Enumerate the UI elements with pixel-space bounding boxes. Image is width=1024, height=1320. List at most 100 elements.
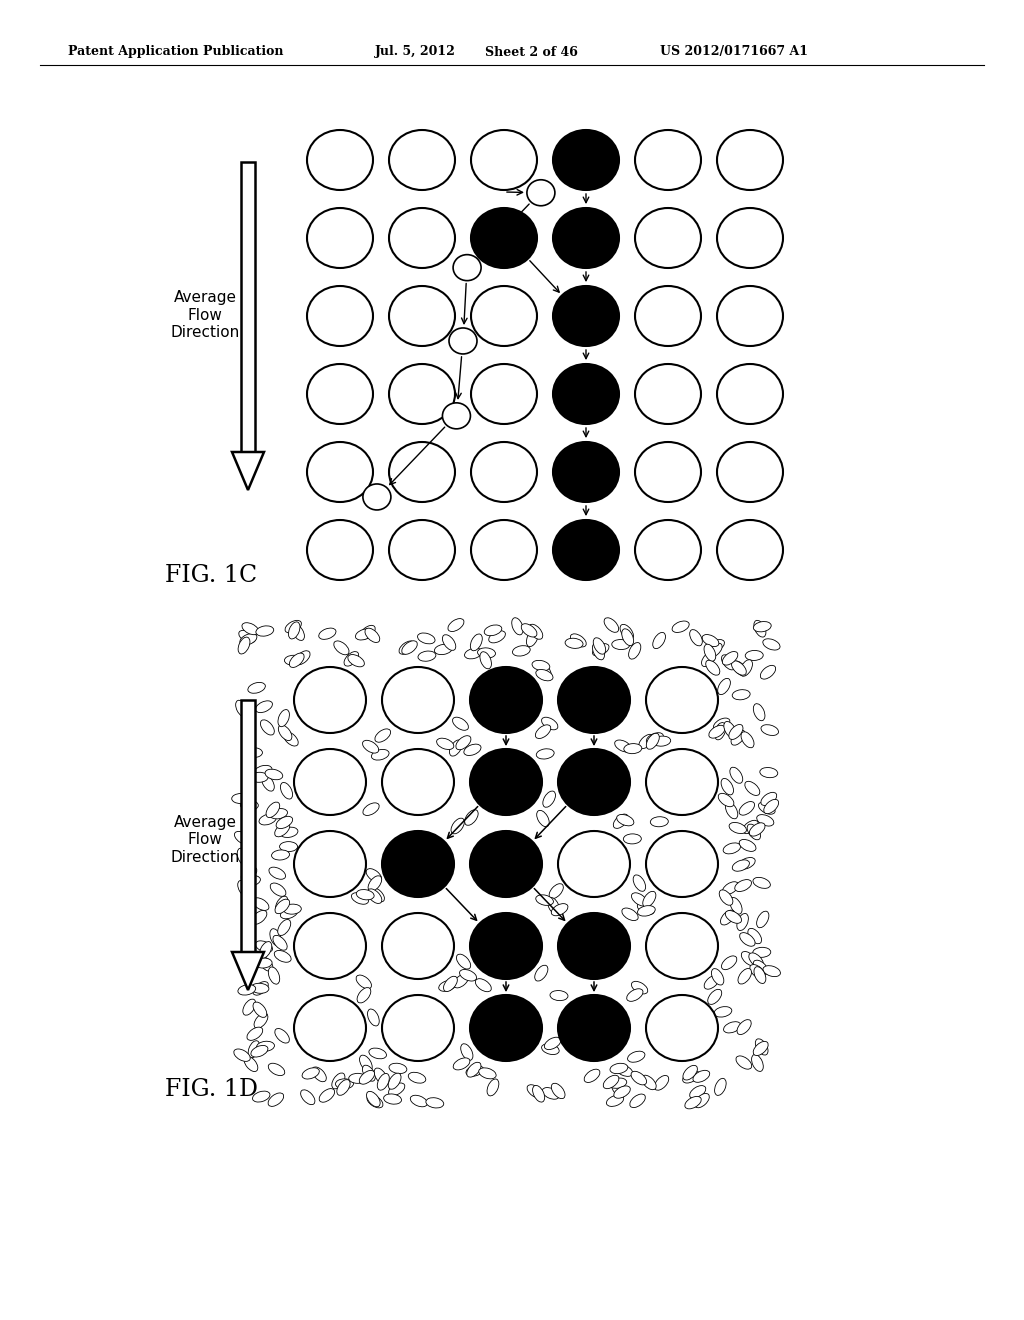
Ellipse shape bbox=[753, 948, 771, 957]
Ellipse shape bbox=[715, 1078, 726, 1096]
Ellipse shape bbox=[332, 1073, 345, 1089]
Ellipse shape bbox=[744, 781, 760, 796]
Ellipse shape bbox=[356, 975, 372, 989]
Ellipse shape bbox=[453, 255, 481, 281]
Ellipse shape bbox=[436, 738, 454, 750]
Ellipse shape bbox=[281, 828, 298, 837]
Ellipse shape bbox=[527, 180, 555, 206]
Ellipse shape bbox=[257, 1041, 274, 1052]
Ellipse shape bbox=[702, 635, 719, 647]
Ellipse shape bbox=[362, 803, 379, 816]
Ellipse shape bbox=[409, 1072, 426, 1084]
Ellipse shape bbox=[635, 129, 701, 190]
Ellipse shape bbox=[280, 842, 298, 851]
Ellipse shape bbox=[426, 1098, 443, 1107]
Ellipse shape bbox=[512, 618, 523, 635]
Ellipse shape bbox=[764, 800, 778, 813]
Ellipse shape bbox=[708, 640, 724, 652]
Ellipse shape bbox=[736, 1056, 752, 1069]
Ellipse shape bbox=[715, 722, 726, 739]
Ellipse shape bbox=[284, 731, 298, 746]
Ellipse shape bbox=[269, 867, 286, 879]
Ellipse shape bbox=[558, 832, 630, 898]
Ellipse shape bbox=[553, 286, 618, 346]
Ellipse shape bbox=[635, 286, 701, 346]
Ellipse shape bbox=[434, 644, 453, 655]
Ellipse shape bbox=[382, 995, 454, 1061]
Ellipse shape bbox=[471, 364, 537, 424]
Ellipse shape bbox=[253, 898, 269, 911]
Ellipse shape bbox=[466, 1065, 483, 1076]
Ellipse shape bbox=[729, 725, 743, 739]
Ellipse shape bbox=[471, 442, 537, 502]
Ellipse shape bbox=[319, 1089, 335, 1102]
Ellipse shape bbox=[259, 941, 271, 958]
Ellipse shape bbox=[294, 748, 366, 814]
Ellipse shape bbox=[344, 652, 358, 667]
Ellipse shape bbox=[312, 1067, 327, 1081]
Text: FIG. 1C: FIG. 1C bbox=[165, 564, 257, 586]
Ellipse shape bbox=[268, 968, 280, 985]
Ellipse shape bbox=[256, 701, 272, 713]
Ellipse shape bbox=[756, 1039, 768, 1055]
Ellipse shape bbox=[271, 850, 290, 861]
Ellipse shape bbox=[334, 642, 349, 655]
Ellipse shape bbox=[238, 849, 249, 866]
Ellipse shape bbox=[738, 969, 752, 983]
Ellipse shape bbox=[349, 1073, 367, 1084]
Ellipse shape bbox=[538, 663, 551, 678]
Ellipse shape bbox=[652, 632, 666, 648]
Ellipse shape bbox=[694, 1093, 710, 1107]
Ellipse shape bbox=[375, 729, 390, 742]
Ellipse shape bbox=[635, 209, 701, 268]
Ellipse shape bbox=[262, 775, 274, 791]
Ellipse shape bbox=[748, 824, 761, 840]
Ellipse shape bbox=[750, 822, 765, 836]
Ellipse shape bbox=[370, 887, 384, 902]
Ellipse shape bbox=[717, 286, 783, 346]
Text: US 2012/0171667 A1: US 2012/0171667 A1 bbox=[660, 45, 808, 58]
Ellipse shape bbox=[754, 704, 765, 721]
Ellipse shape bbox=[733, 661, 746, 676]
Ellipse shape bbox=[643, 891, 655, 907]
Ellipse shape bbox=[550, 990, 568, 1001]
Ellipse shape bbox=[740, 660, 753, 676]
Ellipse shape bbox=[382, 748, 454, 814]
Ellipse shape bbox=[754, 960, 768, 974]
Ellipse shape bbox=[365, 628, 380, 643]
Ellipse shape bbox=[278, 920, 291, 936]
Ellipse shape bbox=[652, 737, 671, 746]
Ellipse shape bbox=[266, 803, 280, 817]
Ellipse shape bbox=[712, 969, 724, 985]
Ellipse shape bbox=[302, 1068, 319, 1078]
Ellipse shape bbox=[318, 628, 336, 639]
Ellipse shape bbox=[526, 630, 539, 647]
Ellipse shape bbox=[705, 644, 716, 661]
Ellipse shape bbox=[268, 1064, 285, 1076]
Ellipse shape bbox=[367, 1092, 380, 1106]
Ellipse shape bbox=[367, 869, 382, 882]
Ellipse shape bbox=[384, 1094, 401, 1104]
Ellipse shape bbox=[742, 820, 758, 834]
Ellipse shape bbox=[253, 1002, 266, 1018]
Ellipse shape bbox=[730, 898, 742, 915]
Ellipse shape bbox=[239, 631, 255, 643]
Ellipse shape bbox=[454, 974, 469, 987]
Ellipse shape bbox=[732, 689, 751, 700]
Ellipse shape bbox=[708, 989, 722, 1005]
Ellipse shape bbox=[750, 965, 765, 978]
Ellipse shape bbox=[611, 640, 630, 649]
Ellipse shape bbox=[292, 624, 304, 640]
Ellipse shape bbox=[279, 725, 292, 741]
Ellipse shape bbox=[471, 129, 537, 190]
Ellipse shape bbox=[471, 286, 537, 346]
Ellipse shape bbox=[389, 129, 455, 190]
Ellipse shape bbox=[761, 792, 777, 805]
Ellipse shape bbox=[558, 667, 630, 733]
Ellipse shape bbox=[537, 748, 554, 759]
Ellipse shape bbox=[461, 1044, 473, 1060]
Ellipse shape bbox=[621, 624, 634, 640]
Ellipse shape bbox=[709, 725, 725, 738]
Ellipse shape bbox=[646, 913, 718, 979]
Ellipse shape bbox=[642, 1076, 656, 1090]
